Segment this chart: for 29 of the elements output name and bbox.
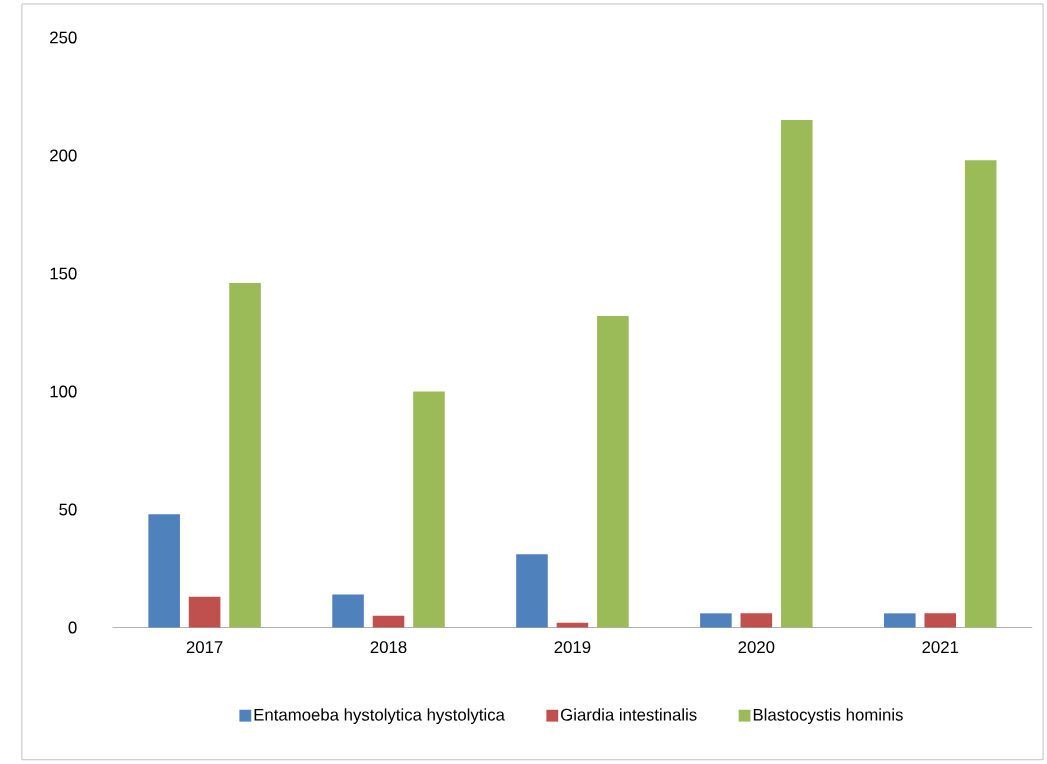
bar (924, 613, 957, 628)
bar (372, 615, 405, 628)
bar (229, 283, 261, 628)
x-tick-label: 2020 (738, 641, 775, 654)
bar (700, 613, 732, 628)
x-tick-label: 2018 (370, 641, 407, 654)
legend-label: Blastocystis hominis (753, 708, 903, 725)
x-tick-label: 2021 (922, 641, 959, 654)
y-tick-label: 50 (59, 503, 77, 516)
bar (516, 554, 548, 628)
bar (148, 514, 180, 628)
y-tick-label: 100 (50, 385, 77, 398)
bar (597, 316, 629, 628)
y-tick-label: 200 (50, 149, 77, 162)
bar (332, 594, 364, 628)
bar (964, 160, 997, 628)
legend-label: Entamoeba hystolytica hystolytica (254, 708, 505, 725)
bar (740, 613, 773, 628)
bar (413, 391, 445, 628)
bar (556, 622, 589, 628)
y-tick-label: 150 (50, 267, 77, 280)
y-tick-label: 250 (50, 31, 77, 44)
legend-label: Giardia intestinalis (561, 708, 697, 721)
x-tick-label: 2017 (186, 641, 223, 654)
bar (781, 120, 813, 628)
bar (884, 613, 916, 628)
x-tick-label: 2019 (554, 641, 591, 654)
bar (188, 596, 221, 628)
y-tick-label: 0 (68, 621, 77, 634)
